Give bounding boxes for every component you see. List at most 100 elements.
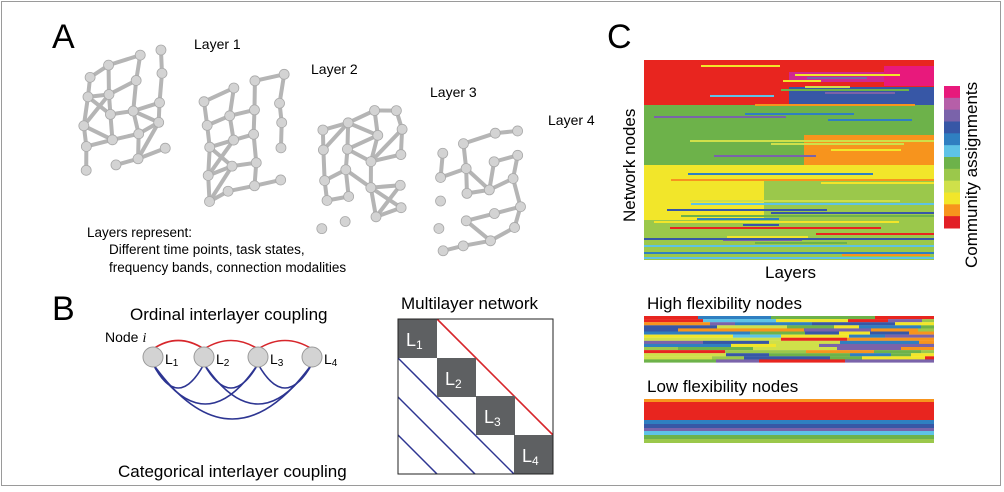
panel-b: B Ordinal interlayer coupling Categorica… bbox=[52, 290, 553, 481]
flexibility-cell bbox=[891, 353, 911, 356]
community-stripe bbox=[771, 212, 934, 214]
network-node bbox=[135, 50, 145, 60]
layer-nodes: L1 L2 L3 L4 bbox=[143, 347, 338, 369]
colorbar-swatch bbox=[944, 193, 960, 205]
network-node bbox=[105, 109, 115, 119]
community-stripe bbox=[644, 257, 934, 259]
network-node bbox=[128, 106, 138, 116]
flexibility-cell bbox=[819, 344, 888, 347]
community-stripe bbox=[727, 236, 808, 238]
flexibility-cell bbox=[694, 338, 781, 341]
flexibility-cell bbox=[744, 356, 830, 359]
flexibility-cell bbox=[874, 350, 921, 353]
flexibility-cell bbox=[759, 359, 845, 362]
network-node bbox=[489, 157, 499, 167]
network-node bbox=[438, 246, 448, 256]
network-node bbox=[340, 217, 350, 227]
network-node bbox=[341, 165, 351, 175]
network-node bbox=[461, 163, 471, 173]
network-node bbox=[279, 69, 289, 79]
network-node bbox=[371, 212, 381, 222]
network-node bbox=[275, 98, 285, 108]
network-node bbox=[462, 188, 472, 198]
network-node bbox=[438, 148, 448, 158]
network-node bbox=[111, 160, 121, 170]
community-heatmap bbox=[644, 60, 934, 260]
layer-4-label: Layer 4 bbox=[548, 112, 595, 128]
flexibility-cell bbox=[735, 322, 812, 325]
flexibility-cell bbox=[911, 353, 934, 356]
categorical-edge-1-4 bbox=[153, 364, 312, 419]
network-node bbox=[318, 125, 328, 135]
flexibility-cell bbox=[644, 356, 712, 359]
layer-node-3 bbox=[248, 347, 268, 367]
network-node bbox=[160, 143, 170, 153]
network-node bbox=[508, 173, 518, 183]
network-node bbox=[489, 209, 499, 219]
categorical-edges bbox=[153, 364, 312, 419]
network-node bbox=[83, 92, 93, 102]
flexibility-cell bbox=[824, 316, 875, 319]
flexibility-cell bbox=[644, 328, 678, 331]
network-node bbox=[397, 124, 407, 134]
flexibility-cell bbox=[845, 359, 906, 362]
layer-node-4 bbox=[302, 347, 322, 367]
flexibility-cell bbox=[644, 332, 720, 335]
network-node bbox=[513, 150, 523, 160]
network-node bbox=[85, 72, 95, 82]
flexibility-cell bbox=[678, 347, 753, 350]
flexibility-cell bbox=[862, 356, 925, 359]
network-node bbox=[104, 89, 114, 99]
community-stripe bbox=[670, 227, 881, 229]
flexibility-cell bbox=[753, 347, 837, 350]
flexibility-cell bbox=[781, 338, 847, 341]
network-node bbox=[396, 203, 406, 213]
flexibility-cell bbox=[870, 332, 909, 335]
network-node bbox=[155, 98, 165, 108]
network-node bbox=[133, 154, 143, 164]
network-node bbox=[458, 139, 468, 149]
colorbar-swatch bbox=[944, 157, 960, 169]
flexibility-cell bbox=[644, 341, 703, 344]
network-node bbox=[156, 45, 166, 55]
flexibility-cell bbox=[919, 341, 934, 344]
flexibility-cell bbox=[840, 341, 919, 344]
flexibility-cell bbox=[918, 328, 934, 331]
network-node bbox=[461, 216, 471, 226]
flexibility-cell bbox=[885, 335, 934, 338]
network-node bbox=[81, 165, 91, 175]
colorbar-swatch bbox=[944, 181, 960, 193]
flexibility-cell bbox=[698, 316, 771, 319]
low-flexibility-heatmap bbox=[644, 399, 934, 443]
flexibility-cell bbox=[644, 347, 678, 350]
community-stripe bbox=[690, 200, 900, 202]
layer-node-3-label: L3 bbox=[270, 351, 284, 369]
community-stripe bbox=[688, 173, 873, 175]
community-stripe bbox=[783, 80, 821, 82]
layer-1-label: Layer 1 bbox=[194, 36, 241, 52]
colorbar-swatch bbox=[944, 204, 960, 216]
flexibility-cell bbox=[804, 328, 871, 331]
flexibility-row bbox=[644, 420, 934, 424]
community-stripe bbox=[701, 65, 780, 67]
flexibility-cell bbox=[644, 344, 731, 347]
ordinal-edge-1-2 bbox=[153, 341, 204, 350]
network-node bbox=[276, 143, 286, 153]
colorbar-swatch bbox=[944, 122, 960, 134]
network-node bbox=[277, 118, 287, 128]
community-stripe bbox=[654, 116, 786, 118]
ordinal-edge-3-4 bbox=[258, 341, 312, 350]
flexibility-row bbox=[644, 435, 934, 439]
network-node bbox=[250, 181, 260, 191]
flexibility-cell bbox=[787, 325, 809, 328]
layer-node-4-label: L4 bbox=[324, 351, 338, 369]
network-node bbox=[131, 75, 141, 85]
flexibility-cell bbox=[925, 356, 934, 359]
high-flexibility-title: High flexibility nodes bbox=[647, 294, 802, 313]
panel-a-letter: A bbox=[52, 18, 75, 56]
community-stripe bbox=[755, 242, 847, 244]
community-stripe bbox=[644, 238, 934, 240]
community-stripe bbox=[714, 155, 816, 157]
network-node bbox=[229, 83, 239, 93]
